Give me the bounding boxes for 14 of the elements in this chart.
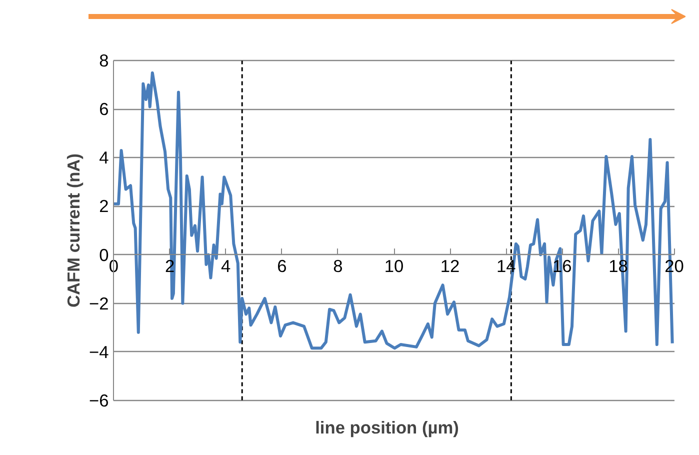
y-tick-label: 2 [99, 196, 109, 216]
y-axis-title: CAFM current (nA) [64, 153, 84, 308]
x-axis-title: line position (µm) [315, 418, 459, 438]
y-tick-label: −4 [88, 342, 110, 362]
y-tick-label: 6 [99, 99, 109, 120]
y-tick-label: 4 [99, 148, 110, 168]
y-tick-label: 8 [99, 50, 109, 71]
x-tick-label: 12 [440, 256, 460, 276]
y-tick-label: −2 [88, 293, 109, 314]
x-tick-label: 6 [277, 256, 287, 276]
x-tick-label: 10 [384, 256, 404, 276]
y-tick-label: −6 [88, 390, 109, 410]
x-tick-label: 4 [221, 256, 232, 276]
x-tick-label: 8 [333, 256, 343, 276]
